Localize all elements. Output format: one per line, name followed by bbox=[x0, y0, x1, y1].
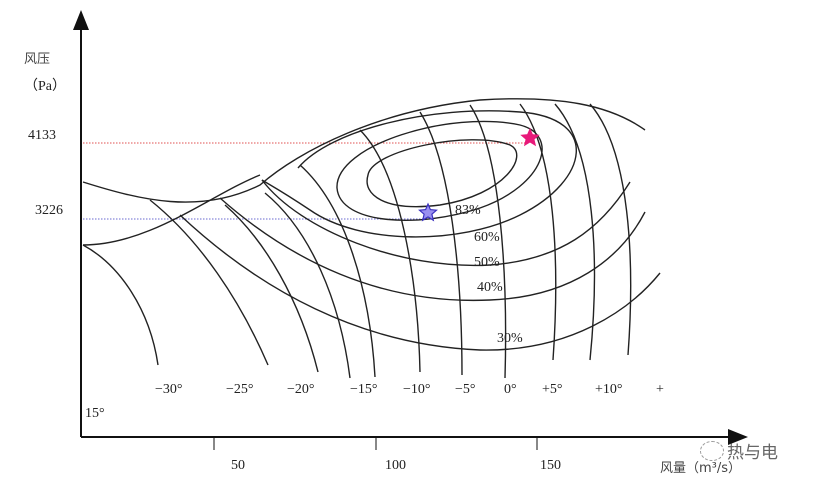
angle-label: +5° bbox=[542, 382, 563, 397]
watermark: 热与电 bbox=[700, 438, 778, 463]
angle-line bbox=[419, 111, 463, 376]
angle-label: +10° bbox=[595, 382, 623, 397]
efficiency-curve-50 bbox=[82, 174, 631, 267]
y-axis-label: 风压 bbox=[24, 52, 51, 67]
angle-label: −15° bbox=[350, 382, 378, 397]
x-tick-label-150: 150 bbox=[540, 458, 561, 473]
angle-line bbox=[554, 103, 596, 361]
angle-label: + bbox=[656, 382, 664, 397]
angle-line bbox=[469, 104, 507, 379]
angle-line bbox=[149, 199, 269, 366]
angle-line bbox=[224, 204, 319, 373]
efficiency-label-83: 83% bbox=[455, 203, 481, 218]
efficiency-label-50: 50% bbox=[474, 255, 500, 270]
angle-label: −30° bbox=[155, 382, 183, 397]
y-value-3226: 3226 bbox=[35, 203, 63, 218]
angle-line bbox=[299, 164, 376, 378]
angle-line bbox=[264, 192, 351, 379]
star-pink-marker bbox=[520, 127, 540, 147]
x-axis-label: 风量（m³/s） bbox=[660, 461, 742, 476]
watermark-text: 热与电 bbox=[727, 443, 778, 463]
efficiency-label-40: 40% bbox=[477, 280, 503, 295]
angle-label: −20° bbox=[287, 382, 315, 397]
efficiency-curve-40 bbox=[219, 197, 646, 302]
efficiency-label-30: 30% bbox=[497, 331, 523, 346]
star-blue-marker bbox=[418, 202, 438, 222]
wechat-logo-icon bbox=[700, 440, 724, 461]
angle-label: −5° bbox=[455, 382, 476, 397]
angle-line bbox=[589, 103, 632, 356]
efficiency-curve-83 bbox=[366, 139, 518, 208]
x-tick-label-100: 100 bbox=[385, 458, 406, 473]
efficiency-curve-60-inner bbox=[336, 120, 543, 221]
angle-line bbox=[82, 244, 159, 366]
angle-label: −25° bbox=[226, 382, 254, 397]
angle-label: 0° bbox=[504, 382, 517, 397]
x-tick-label-50: 50 bbox=[231, 458, 245, 473]
y-value-4133: 4133 bbox=[28, 128, 56, 143]
angle-label-15: 15° bbox=[85, 406, 105, 421]
angle-line bbox=[519, 103, 557, 361]
angle-label: −10° bbox=[403, 382, 431, 397]
y-axis-unit: （Pa） bbox=[24, 79, 66, 94]
efficiency-curve-30 bbox=[82, 98, 646, 203]
angle-line bbox=[359, 129, 421, 373]
efficiency-label-60: 60% bbox=[474, 230, 500, 245]
